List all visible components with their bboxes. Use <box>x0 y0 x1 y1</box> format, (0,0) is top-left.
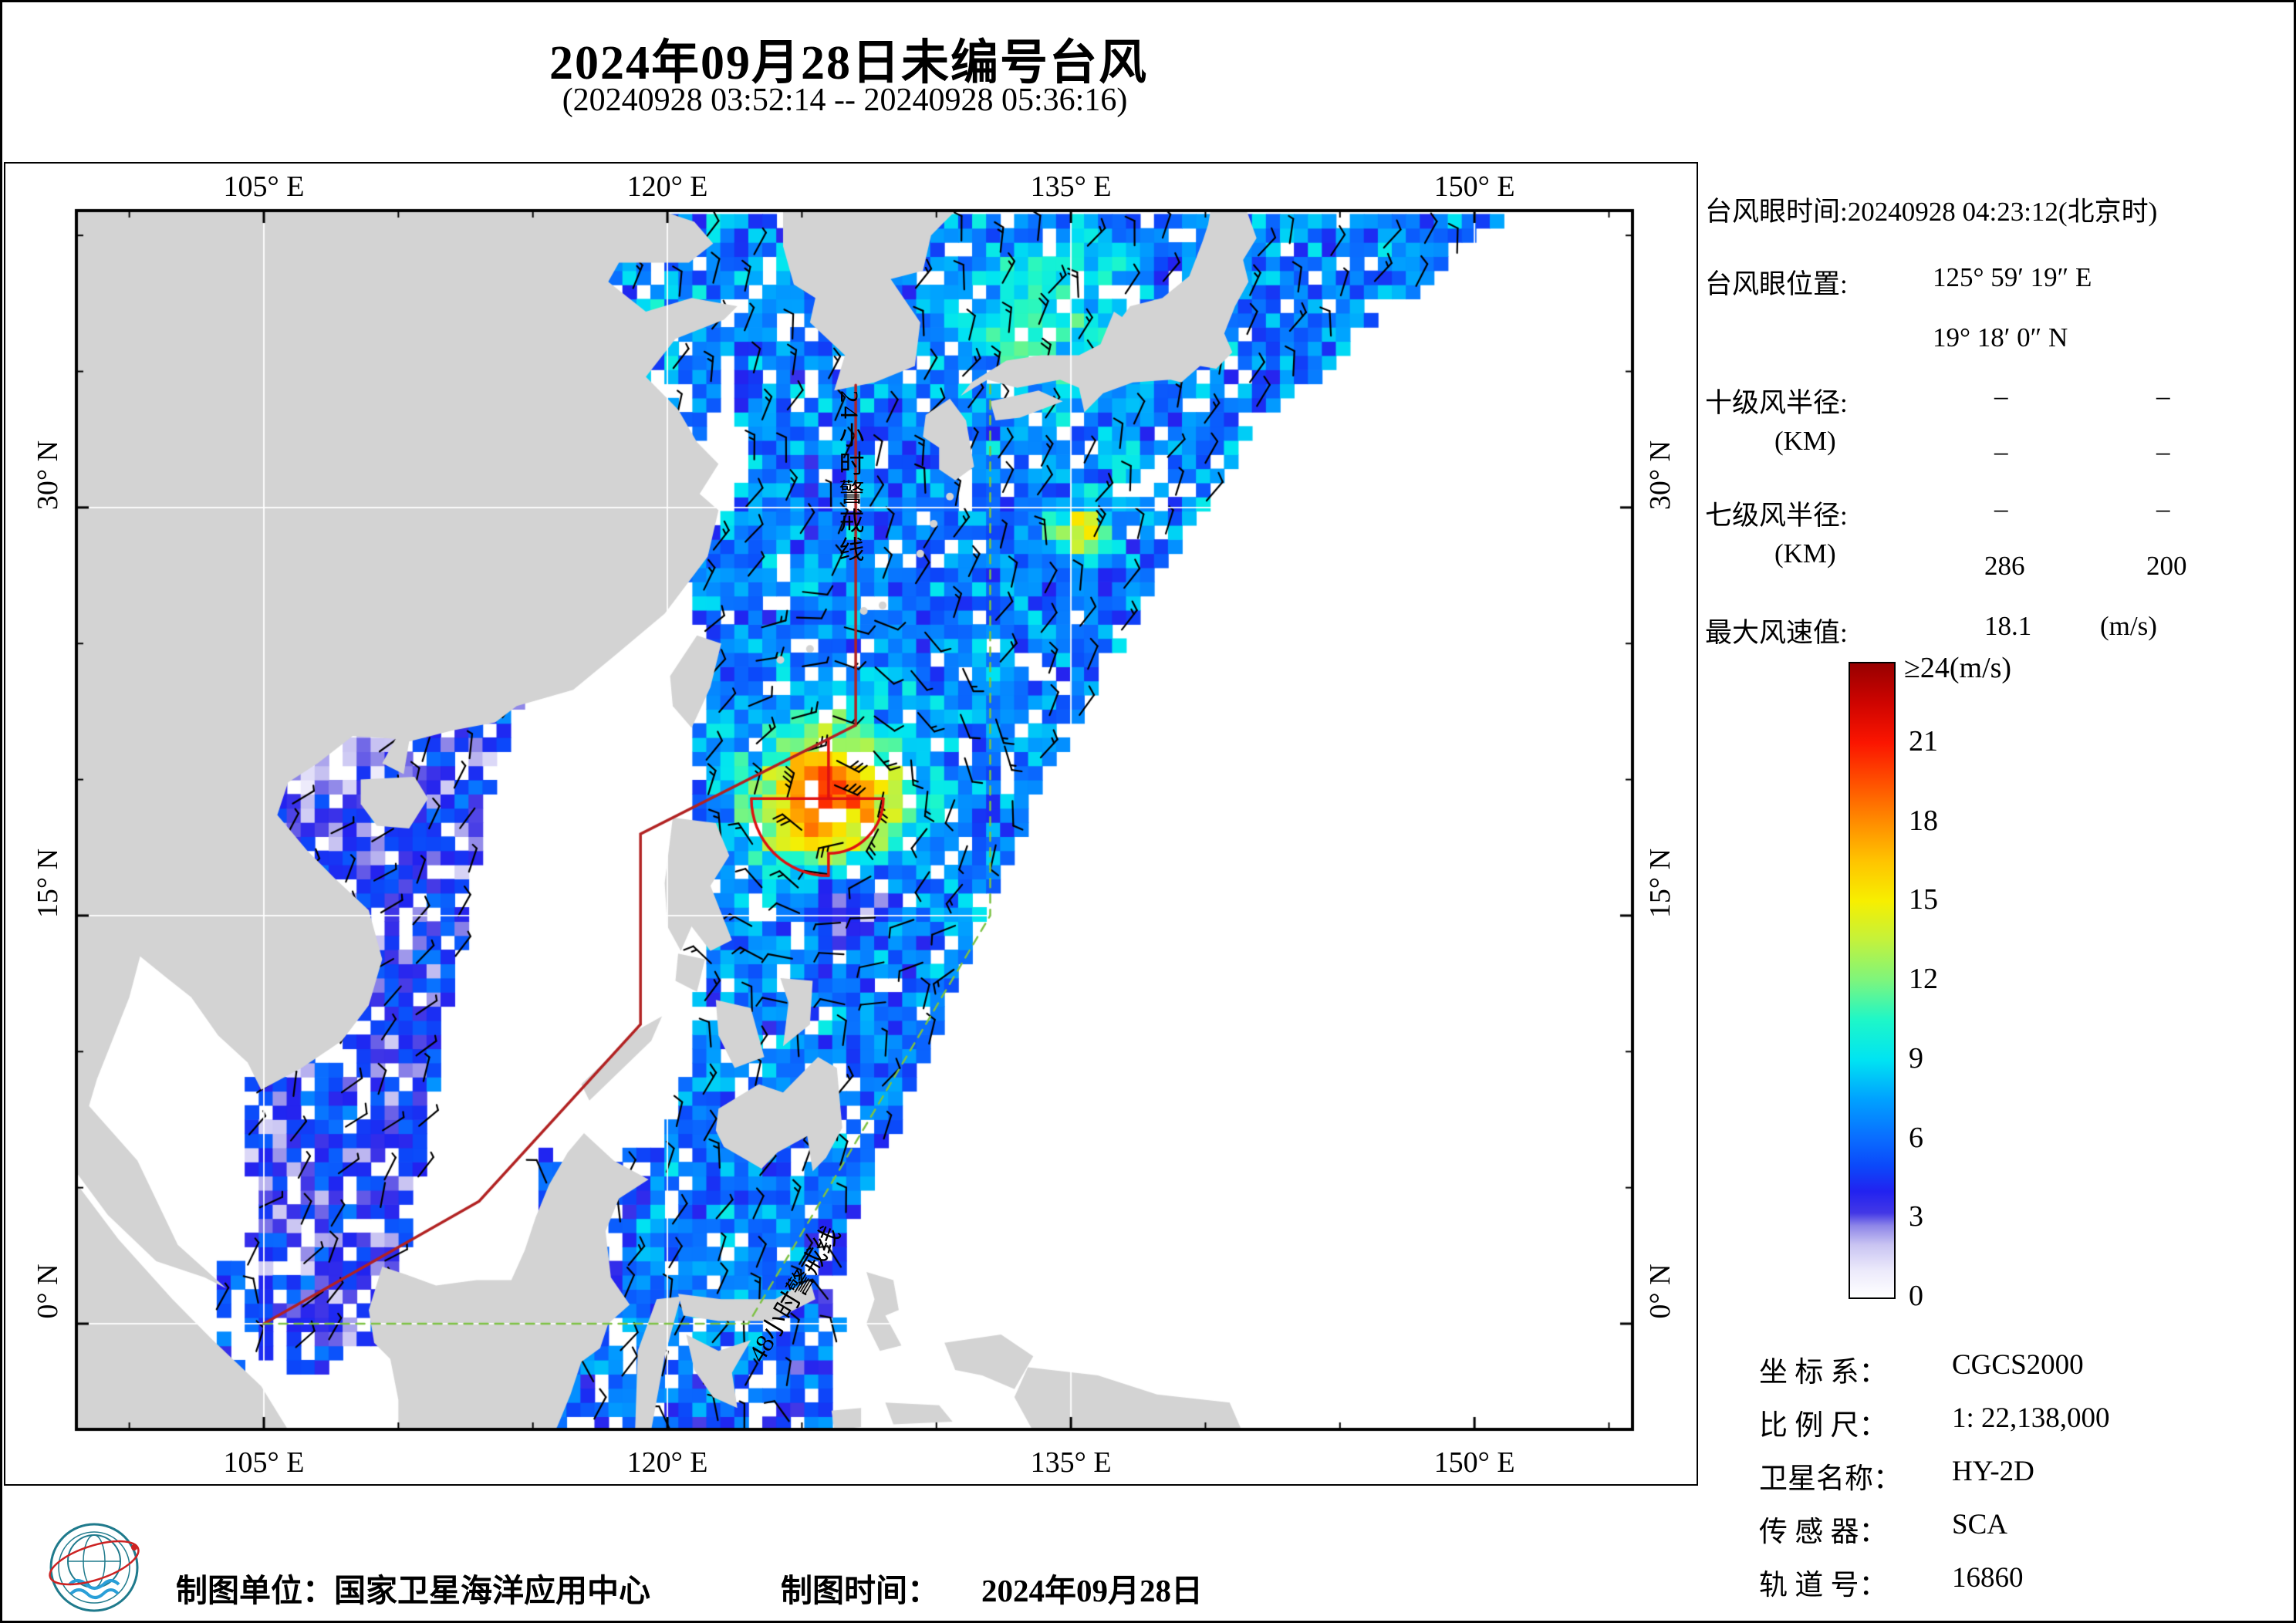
warning-line-24h-label: 24小时警戒线 <box>835 390 863 565</box>
r7-val-1: – <box>1994 494 2008 524</box>
lat-label-right-15n: 15° N <box>1644 848 1676 919</box>
eye-time-label: 台风眼时间: <box>1705 197 1848 227</box>
sensor-label: 传 感 器： <box>1759 1517 1888 1548</box>
lon-label-bottom-135e: 135° E <box>1030 1446 1112 1479</box>
satellite-value: HY-2D <box>1952 1456 2034 1487</box>
colorbar-tick-9: 9 <box>1909 1041 1923 1075</box>
footer-agency-label: 制图单位： <box>176 1573 334 1608</box>
footer-time: 制图时间： 2024年09月28日 <box>781 1564 1203 1611</box>
colorbar-tick-12: 12 <box>1909 963 1938 995</box>
colorbar-tick-15: 15 <box>1909 883 1938 916</box>
scale-value: 1: 22,138,000 <box>1952 1402 2110 1434</box>
page-subtitle: (20240928 03:52:14 -- 20240928 05:36:16) <box>562 83 1128 118</box>
r7-val-2: – <box>2156 494 2170 524</box>
eye-pos-lon: 125° 59′ 19″ E <box>1933 262 2092 292</box>
vmax-label: 最大风速值: <box>1705 618 1848 648</box>
lat-label-right-30n: 30° N <box>1644 440 1676 510</box>
colorbar-tick-21: 21 <box>1909 724 1938 758</box>
eye-pos-lat: 19° 18′ 0″ N <box>1933 322 2068 353</box>
lon-label-top-135e: 135° E <box>1030 170 1112 203</box>
eye-time-value: 20240928 04:23:12(北京时) <box>1847 197 2158 227</box>
colorbar-tick-3: 3 <box>1909 1200 1923 1233</box>
scale-label: 比 例 尺： <box>1759 1410 1888 1442</box>
r10-val-1: – <box>1994 381 2008 411</box>
lon-label-top-120e: 120° E <box>626 170 708 203</box>
lon-label-bottom-120e: 120° E <box>626 1446 708 1479</box>
eye-time-row: 台风眼时间:20240928 04:23:12(北京时) <box>1705 190 2157 229</box>
colorbar-tick-6: 6 <box>1909 1121 1923 1154</box>
r10-val-3: – <box>1994 437 2008 467</box>
lon-label-top-150e: 150° E <box>1433 170 1515 203</box>
lon-label-top-105e: 105° E <box>223 170 305 203</box>
r7-label: 七级风半径: <box>1705 501 1848 531</box>
vmax-unit: (m/s) <box>2100 611 2157 641</box>
wind-speed-colorbar <box>1849 662 1896 1299</box>
vmax-value: 18.1 <box>1984 611 2032 641</box>
colorbar-max-label: ≥24(m/s) <box>1904 652 2012 684</box>
footer-time-label: 制图时间： <box>781 1573 939 1608</box>
map-outline-box <box>4 162 1698 1486</box>
lat-label-right-0n: 0° N <box>1644 1264 1676 1319</box>
coord-system-label: 坐 标 系： <box>1759 1357 1888 1388</box>
r7-val-4: 200 <box>2146 551 2187 581</box>
footer-time-value: 2024年09月28日 <box>981 1573 1203 1608</box>
r10-label: 十级风半径: <box>1705 388 1848 418</box>
coord-system-value: CGCS2000 <box>1952 1349 2084 1381</box>
lat-label-left-15n: 15° N <box>32 848 64 919</box>
footer-agency-value: 国家卫星海洋应用中心 <box>334 1573 650 1608</box>
sensor-value: SCA <box>1952 1509 2007 1540</box>
r10-val-4: – <box>2156 437 2170 467</box>
colorbar-tick-18: 18 <box>1909 804 1938 837</box>
lon-label-bottom-150e: 150° E <box>1433 1446 1515 1479</box>
r10-unit: (KM) <box>1774 426 1836 456</box>
satellite-label: 卫星名称： <box>1759 1463 1902 1495</box>
r7-val-3: 286 <box>1984 551 2025 581</box>
lon-label-bottom-105e: 105° E <box>223 1446 305 1479</box>
orbit-label: 轨 道 号： <box>1759 1570 1888 1601</box>
page-title: 2024年09月28日未编号台风 <box>549 37 1149 89</box>
nsoas-logo <box>49 1523 140 1612</box>
r10-val-2: – <box>2156 381 2170 411</box>
lat-label-left-0n: 0° N <box>32 1264 64 1319</box>
eye-pos-label: 台风眼位置: <box>1705 269 1848 299</box>
footer-agency: 制图单位：国家卫星海洋应用中心 <box>176 1564 650 1611</box>
lat-label-left-30n: 30° N <box>32 440 64 510</box>
colorbar-tick-0: 0 <box>1909 1280 1923 1312</box>
orbit-value: 16860 <box>1952 1562 2024 1594</box>
r7-unit: (KM) <box>1774 538 1836 569</box>
